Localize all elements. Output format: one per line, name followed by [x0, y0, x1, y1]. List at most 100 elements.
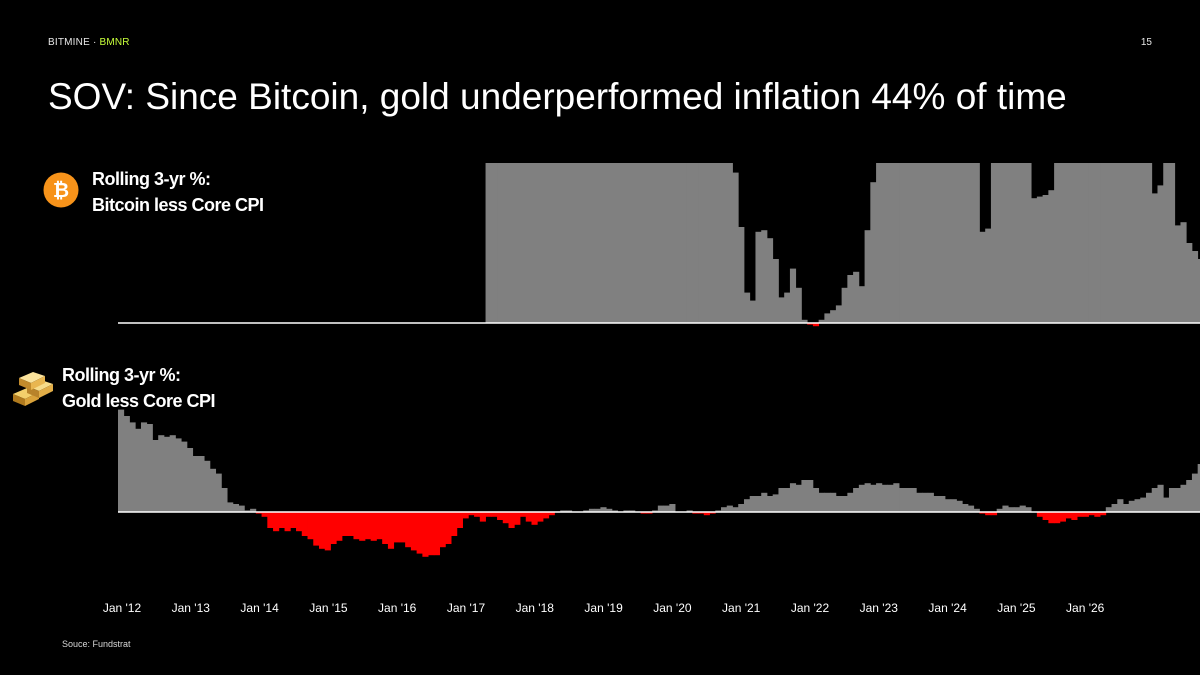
bitcoin-bar [755, 231, 762, 323]
bitcoin-bar [761, 230, 768, 323]
gold-bar [847, 492, 854, 512]
bitcoin-bar [858, 286, 865, 323]
bitcoin-bar [1186, 243, 1193, 323]
bitcoin-bar [939, 163, 946, 323]
x-tick-label: Jan '16 [378, 601, 417, 615]
x-tick-label: Jan '15 [309, 601, 348, 615]
gold-bar [979, 512, 986, 514]
gold-bar [657, 505, 664, 512]
bitcoin-bar [1151, 193, 1158, 323]
x-tick-label: Jan '24 [928, 601, 967, 615]
gold-bar [588, 508, 596, 512]
gold-bar [904, 488, 911, 512]
gold-bar [629, 510, 636, 512]
bitcoin-bar [1197, 259, 1200, 323]
bitcoin-bar [1031, 198, 1038, 323]
bitcoin-bar [629, 163, 636, 323]
gold-bar [916, 492, 923, 512]
gold-bar [433, 512, 441, 556]
gold-bar [743, 499, 751, 512]
bitcoin-bar [652, 163, 659, 323]
gold-bar [307, 512, 314, 540]
bitcoin-bar [1002, 163, 1009, 323]
bitcoin-bar [554, 163, 561, 323]
gold-bar [1088, 512, 1095, 516]
gold-bar [181, 441, 188, 512]
gold-bar [709, 512, 716, 514]
bitcoin-bar [927, 163, 934, 323]
gold-bar [1036, 512, 1044, 517]
gold-bar [789, 483, 797, 512]
gold-bar [812, 488, 820, 512]
x-tick-label: Jan '17 [447, 601, 486, 615]
gold-bar [313, 512, 320, 546]
bitcoin-bar [1048, 190, 1055, 323]
bitcoin-bar [715, 163, 722, 323]
gold-bar [1054, 512, 1061, 524]
gold-bar [324, 512, 331, 551]
bitcoin-bar [732, 172, 739, 323]
gold-bar [244, 510, 251, 512]
gold-bar [784, 488, 791, 512]
gold-bar [583, 510, 590, 512]
gold-bar [542, 512, 550, 519]
gold-bar [485, 512, 492, 517]
gold-bar [118, 409, 125, 512]
gold-bar [1025, 507, 1032, 512]
bitcoin-bar [881, 163, 888, 323]
bitcoin-bar [870, 182, 877, 323]
gold-bar [514, 512, 521, 525]
gold-bar [990, 512, 998, 516]
bitcoin-bar [542, 163, 550, 323]
gold-bar [703, 512, 710, 516]
gold-bar [1065, 512, 1072, 519]
gold-bar [646, 512, 653, 514]
bitcoin-bar [772, 259, 779, 323]
bitcoin-bar [726, 163, 733, 323]
bitcoin-bars [118, 163, 1200, 327]
x-tick-label: Jan '13 [172, 601, 211, 615]
bitcoin-bar [1013, 163, 1021, 323]
gold-bar [1094, 512, 1101, 517]
gold-bar [204, 460, 211, 512]
bitcoin-bar [1168, 163, 1176, 323]
bitcoin-bar [1077, 163, 1084, 323]
bitcoin-bar [743, 292, 751, 323]
bitcoin-bar [1191, 251, 1199, 323]
brand-header: BITMINE · BMNR [48, 37, 130, 48]
gold-bar [881, 484, 888, 512]
gold-bar [692, 512, 699, 514]
gold-bar [962, 504, 969, 512]
gold-bar [290, 512, 297, 528]
gold-bar [456, 512, 463, 528]
bitcoin-bar [996, 163, 1003, 323]
bitcoin-bar [1059, 163, 1066, 323]
gold-bar [123, 416, 130, 512]
gold-bar [927, 492, 934, 512]
gold-bar [221, 488, 228, 512]
bitcoin-bar [491, 163, 498, 323]
bitcoin-bar [956, 163, 963, 323]
gold-bar [830, 492, 837, 512]
gold-bar [973, 508, 980, 512]
gold-bar [479, 512, 486, 522]
gold-bar [721, 507, 728, 512]
bitcoin-bar [893, 163, 900, 323]
bitcoin-bar [646, 163, 653, 323]
brand-name: BITMINE [48, 37, 90, 48]
gold-bar [818, 492, 825, 512]
bitcoin-chart-label: Rolling 3-yr %: Bitcoin less Core CPI [92, 166, 264, 218]
bitcoin-bar [944, 163, 952, 323]
gold-bar [284, 512, 291, 532]
x-tick-label: Jan '22 [791, 601, 830, 615]
bitcoin-bar [698, 163, 705, 323]
gold-bar [416, 512, 423, 554]
gold-bar [319, 512, 326, 549]
bitcoin-bar [899, 163, 906, 323]
source-note: Souce: Fundstrat [62, 639, 131, 649]
gold-bars [118, 409, 1200, 557]
gold-bar [560, 510, 567, 512]
gold-bar [158, 435, 165, 512]
gold-bar [353, 512, 360, 540]
